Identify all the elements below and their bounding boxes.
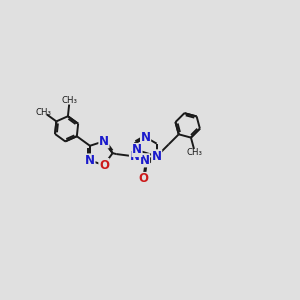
Text: CH₃: CH₃ xyxy=(61,96,77,105)
Text: N: N xyxy=(140,154,149,167)
Text: O: O xyxy=(99,159,109,172)
Text: N: N xyxy=(99,135,109,148)
Text: N: N xyxy=(130,150,140,163)
Text: N: N xyxy=(132,143,142,157)
Text: CH₃: CH₃ xyxy=(187,148,203,157)
Text: N: N xyxy=(85,154,95,167)
Text: O: O xyxy=(138,172,148,185)
Text: CH₃: CH₃ xyxy=(36,108,52,117)
Text: N: N xyxy=(141,131,151,144)
Text: N: N xyxy=(152,150,162,163)
